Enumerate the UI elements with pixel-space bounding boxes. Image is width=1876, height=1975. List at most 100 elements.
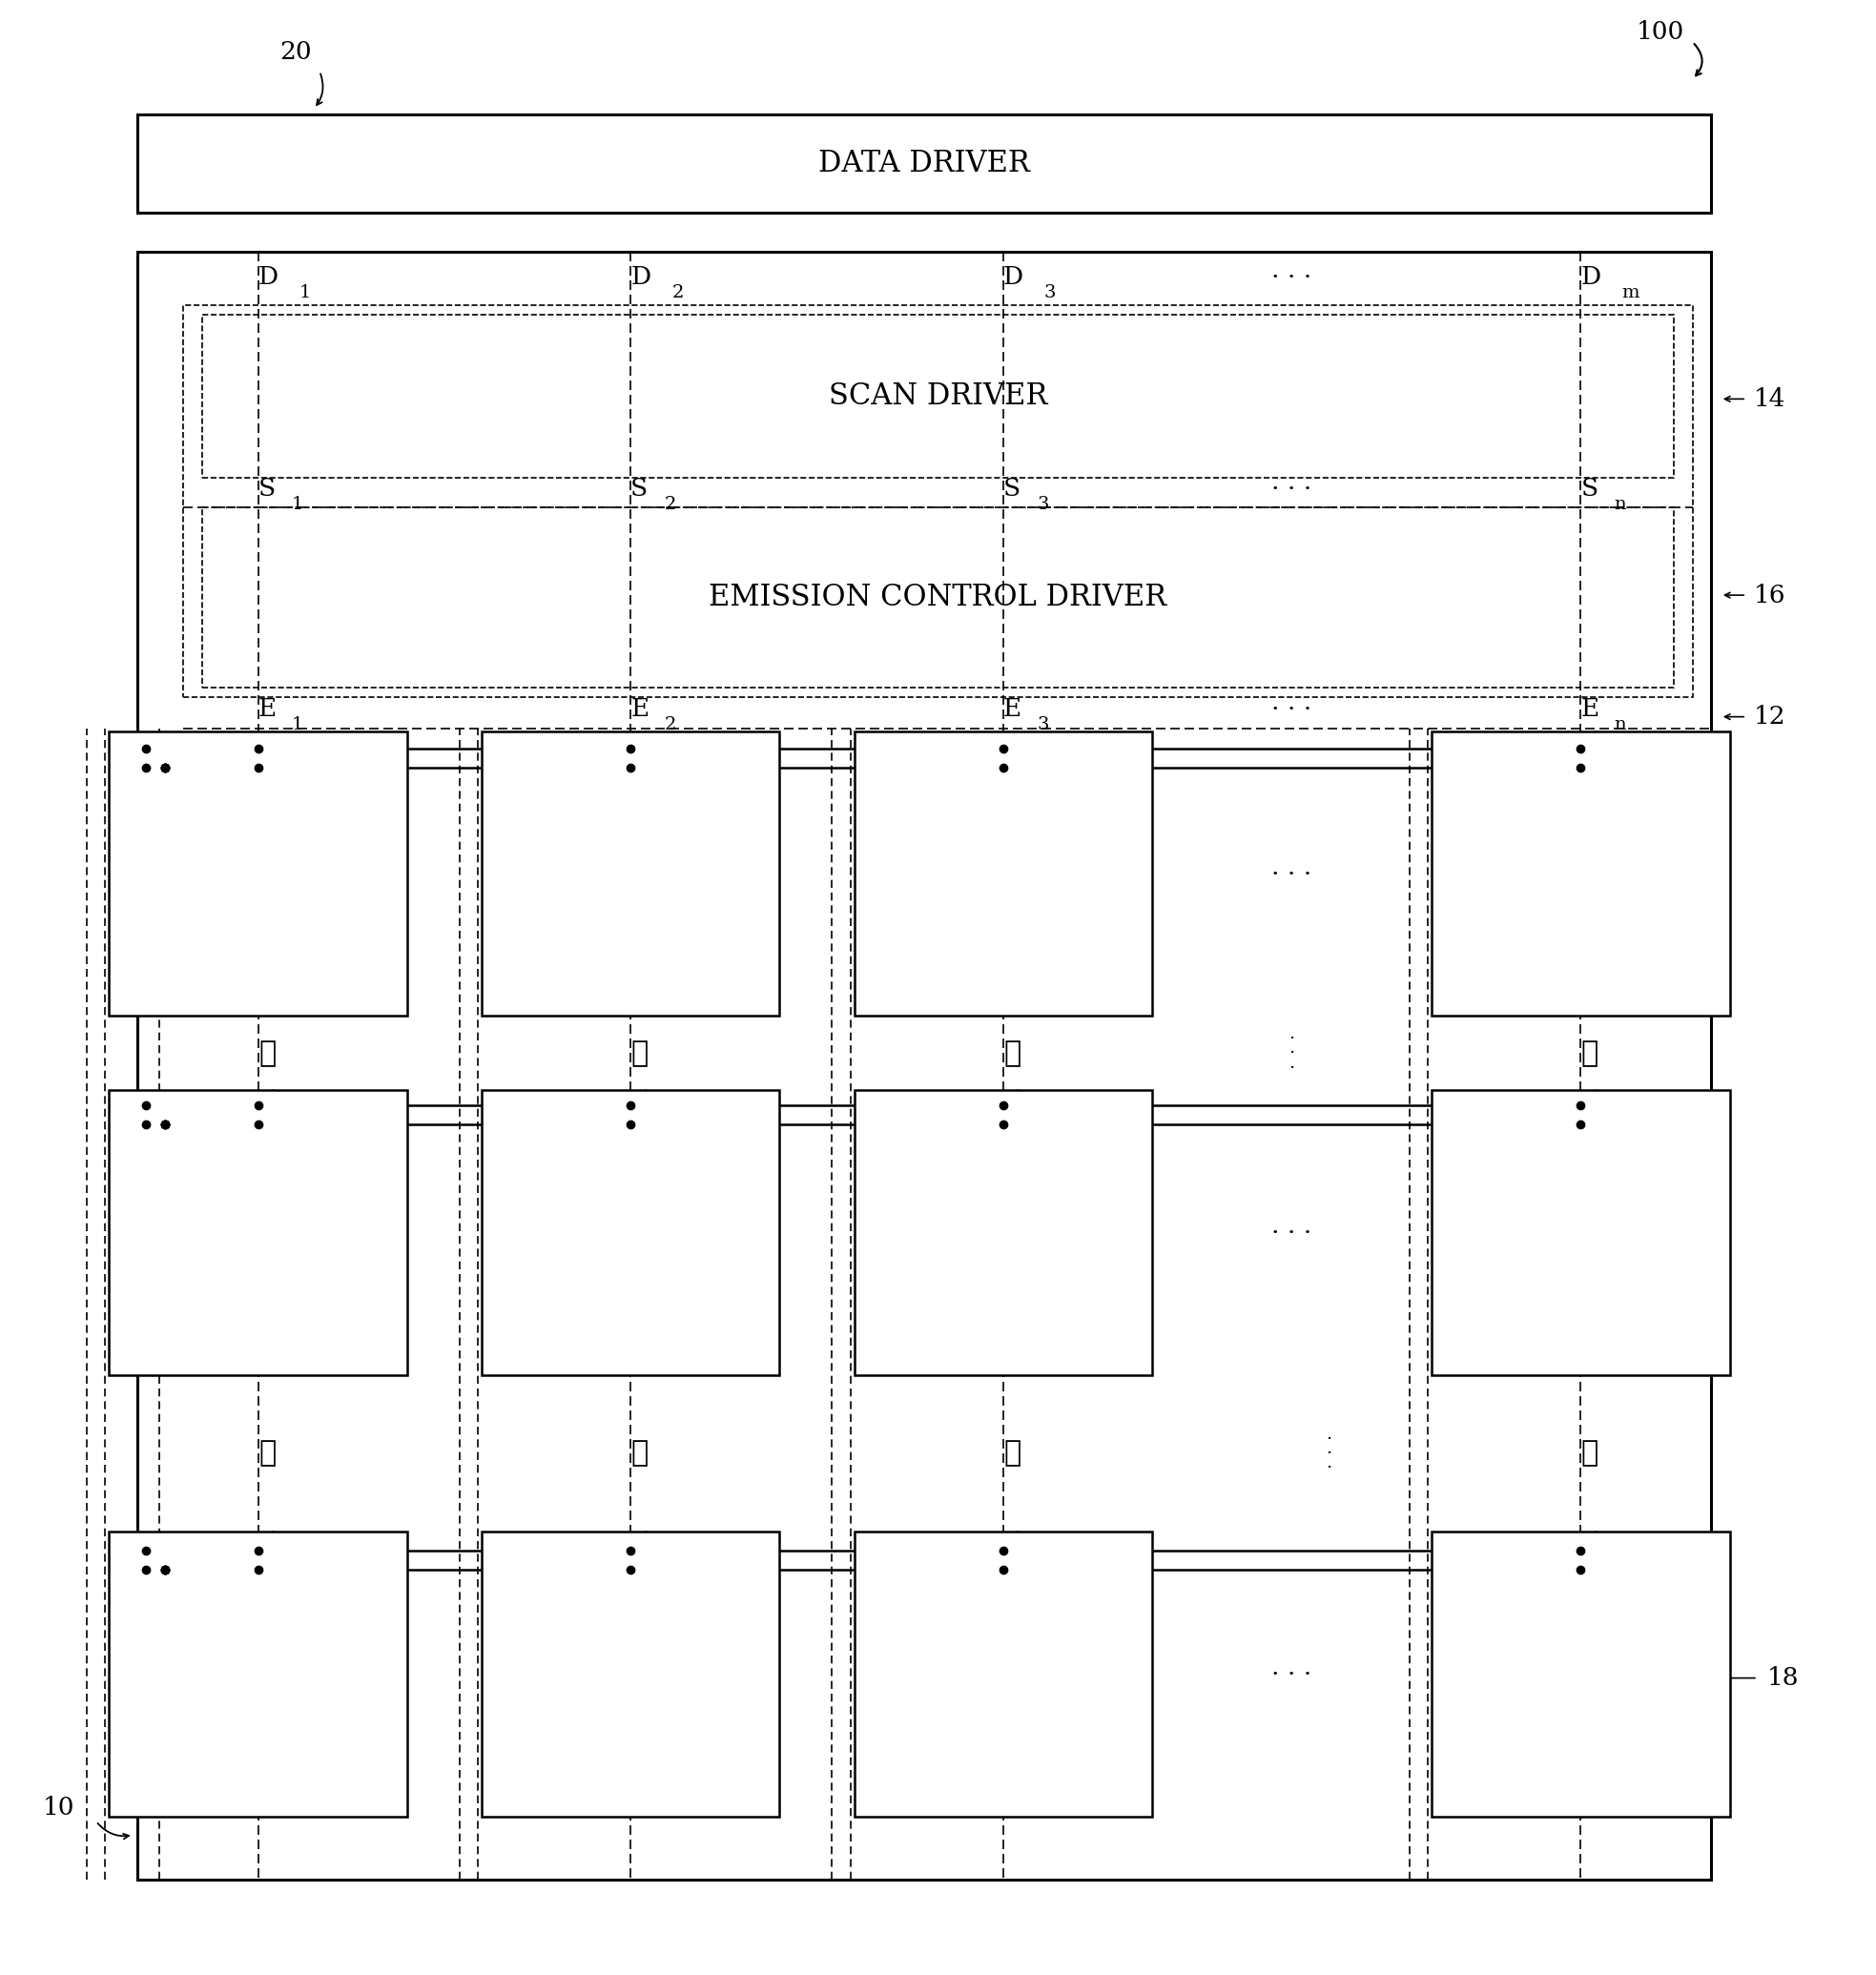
Text: m: m [1621,284,1640,302]
Text: n: n [1623,1669,1634,1687]
Text: E: E [259,697,276,721]
Text: ⋮: ⋮ [1581,1438,1598,1467]
Text: DATA DRIVER: DATA DRIVER [818,148,1030,178]
Text: 18: 18 [1767,1667,1799,1691]
Bar [482,731,780,1015]
Text: E: E [1581,697,1598,721]
Text: P: P [613,847,628,869]
Text: 1: 1 [291,496,304,514]
Text: 12: 12 [1754,705,1786,729]
Text: ⋮: ⋮ [1004,1039,1021,1068]
Text: 2: 2 [672,284,683,302]
Text: 2: 2 [664,717,675,733]
Text: D: D [259,265,278,288]
Text: ⋮: ⋮ [630,1438,649,1467]
Bar [137,253,1711,1880]
Text: n: n [1613,496,1626,514]
Text: 1: 1 [1623,869,1634,887]
Text: 1: 1 [291,717,304,733]
Text: n: n [673,1669,685,1687]
Text: 3: 3 [1082,869,1094,887]
Text: 3: 3 [1082,1669,1094,1687]
Text: S: S [630,478,647,502]
Text: P: P [1563,847,1580,869]
Text: ⋮: ⋮ [630,1039,649,1068]
Text: 1: 1 [673,869,685,887]
Text: 20: 20 [280,40,311,63]
Text: ⋮: ⋮ [259,1438,276,1467]
Text: ⋮: ⋮ [259,1039,276,1068]
Text: E: E [1004,697,1022,721]
Text: E: E [630,697,649,721]
Text: · · ·: · · · [1272,861,1311,885]
Text: P: P [985,847,1002,869]
Text: 3: 3 [1037,496,1049,514]
Bar [482,1533,780,1817]
Text: S: S [1581,478,1598,502]
Text: 2: 2 [711,1669,722,1687]
Text: P: P [1563,1207,1580,1228]
Bar [203,314,1673,478]
Text: P: P [985,1647,1002,1669]
Text: 2: 2 [1623,1228,1634,1244]
Bar [854,1090,1152,1375]
Bar [482,1090,780,1375]
Text: D: D [1004,265,1022,288]
Text: m: m [1660,1228,1677,1244]
Bar [1431,1533,1730,1817]
Text: ·
·
·: · · · [1326,1430,1332,1477]
Text: P: P [613,1647,628,1669]
Text: 3: 3 [1082,1228,1094,1244]
Text: 16: 16 [1754,583,1786,606]
Text: ⋮: ⋮ [1581,1039,1598,1068]
Text: P: P [613,1207,628,1228]
Bar [854,731,1152,1015]
Text: ⋮: ⋮ [1004,1438,1021,1467]
Text: m: m [1660,869,1677,887]
Bar [109,1533,407,1817]
Bar [109,731,407,1015]
Text: ·
·
·: · · · [1289,1031,1294,1076]
Bar [854,1533,1152,1817]
Text: · · ·: · · · [1272,1663,1311,1687]
Text: 1: 1 [300,869,311,887]
Text: · · ·: · · · [1272,478,1311,502]
Text: 1: 1 [338,869,349,887]
Text: 2: 2 [300,1228,311,1244]
Text: P: P [240,847,257,869]
Text: 1: 1 [338,1228,349,1244]
Text: 14: 14 [1754,387,1786,411]
Text: 3: 3 [1045,284,1056,302]
Text: D: D [630,265,651,288]
Text: 2: 2 [1047,1228,1056,1244]
Text: n: n [1047,1669,1058,1687]
Bar [1431,731,1730,1015]
Text: · · ·: · · · [1272,1221,1311,1244]
Text: 1: 1 [338,1669,349,1687]
Bar [184,304,1692,697]
Text: EMISSION CONTROL DRIVER: EMISSION CONTROL DRIVER [709,583,1167,612]
Text: 3: 3 [1037,717,1049,733]
Text: D: D [1581,265,1600,288]
Text: 2: 2 [711,869,722,887]
Text: · · ·: · · · [1272,265,1311,288]
Text: P: P [1563,1647,1580,1669]
Text: n: n [300,1669,311,1687]
Text: 2: 2 [673,1228,685,1244]
Text: · · ·: · · · [1272,697,1311,721]
Text: P: P [240,1207,257,1228]
Text: 2: 2 [711,1228,722,1244]
Bar [137,115,1711,213]
Text: 100: 100 [1636,20,1685,43]
Text: m: m [1660,1669,1677,1687]
Text: S: S [1004,478,1021,502]
Text: S: S [259,478,276,502]
Text: 2: 2 [664,496,675,514]
Text: SCAN DRIVER: SCAN DRIVER [829,381,1047,411]
Text: 1: 1 [1047,869,1056,887]
Text: P: P [240,1647,257,1669]
Text: 1: 1 [298,284,311,302]
Text: 10: 10 [43,1795,75,1819]
Bar [109,1090,407,1375]
Text: n: n [1613,717,1626,733]
